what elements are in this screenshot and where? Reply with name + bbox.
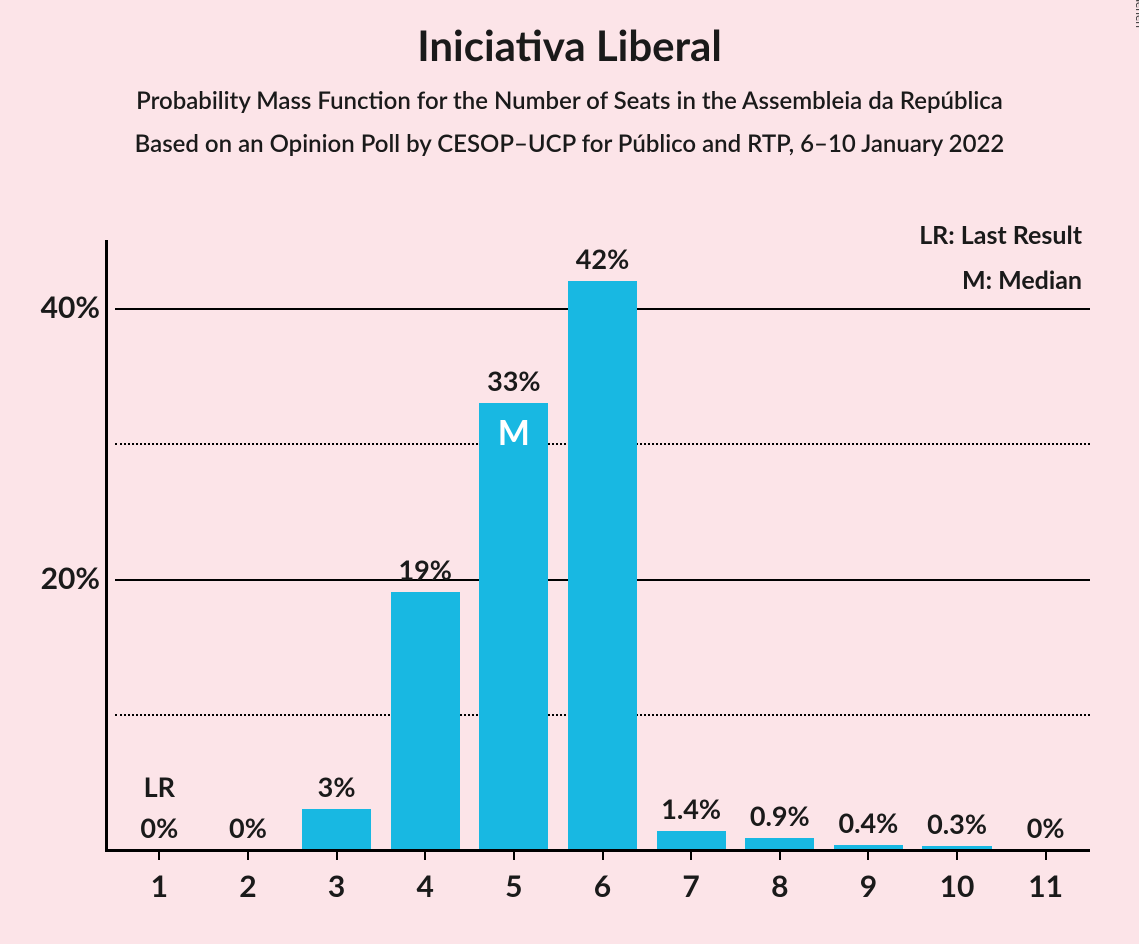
lr-marker: LR bbox=[115, 770, 204, 803]
x-axis-label: 7 bbox=[647, 868, 736, 904]
chart-subtitle-2: Based on an Opinion Poll by CESOP–UCP fo… bbox=[0, 129, 1139, 158]
bar bbox=[391, 592, 460, 850]
bar-value-label: 0% bbox=[115, 811, 204, 844]
bar bbox=[657, 831, 726, 850]
x-axis-label: 9 bbox=[824, 868, 913, 904]
legend-lr: LR: Last Result bbox=[919, 220, 1082, 250]
y-axis-label: 40% bbox=[20, 289, 100, 325]
x-axis-label: 6 bbox=[558, 868, 647, 904]
bar-value-label: 1.4% bbox=[647, 792, 736, 825]
x-axis-label: 4 bbox=[381, 868, 470, 904]
bar-value-label: 42% bbox=[558, 242, 647, 275]
bar-value-label: 3% bbox=[292, 770, 381, 803]
bar bbox=[479, 403, 548, 850]
x-axis-label: 11 bbox=[1001, 868, 1090, 904]
bar-value-label: 0% bbox=[204, 811, 293, 844]
chart-container: © 2022 Filip van Laenen Iniciativa Liber… bbox=[0, 20, 1139, 944]
median-marker: M bbox=[470, 412, 559, 453]
x-axis bbox=[105, 849, 1090, 852]
bar-value-label: 0.4% bbox=[824, 806, 913, 839]
bar bbox=[568, 281, 637, 850]
plot-area: 20%40%0%LR10%23%319%433%M542%61.4%70.9%8… bbox=[115, 240, 1090, 850]
x-axis-label: 1 bbox=[115, 868, 204, 904]
bar-value-label: 19% bbox=[381, 553, 470, 586]
y-axis bbox=[105, 240, 108, 852]
bar bbox=[302, 809, 371, 850]
x-axis-label: 3 bbox=[292, 868, 381, 904]
copyright-text: © 2022 Filip van Laenen bbox=[1133, 0, 1139, 28]
bar-value-label: 33% bbox=[470, 364, 559, 397]
bar-value-label: 0.9% bbox=[735, 799, 824, 832]
chart-title: Iniciativa Liberal bbox=[0, 20, 1139, 70]
bar-value-label: 0% bbox=[1001, 811, 1090, 844]
x-axis-label: 8 bbox=[735, 868, 824, 904]
x-axis-label: 5 bbox=[470, 868, 559, 904]
x-axis-label: 10 bbox=[913, 868, 1002, 904]
bar-value-label: 0.3% bbox=[913, 807, 1002, 840]
legend-median: M: Median bbox=[962, 265, 1082, 295]
x-axis-label: 2 bbox=[204, 868, 293, 904]
chart-subtitle-1: Probability Mass Function for the Number… bbox=[0, 86, 1139, 115]
y-axis-label: 20% bbox=[20, 560, 100, 596]
